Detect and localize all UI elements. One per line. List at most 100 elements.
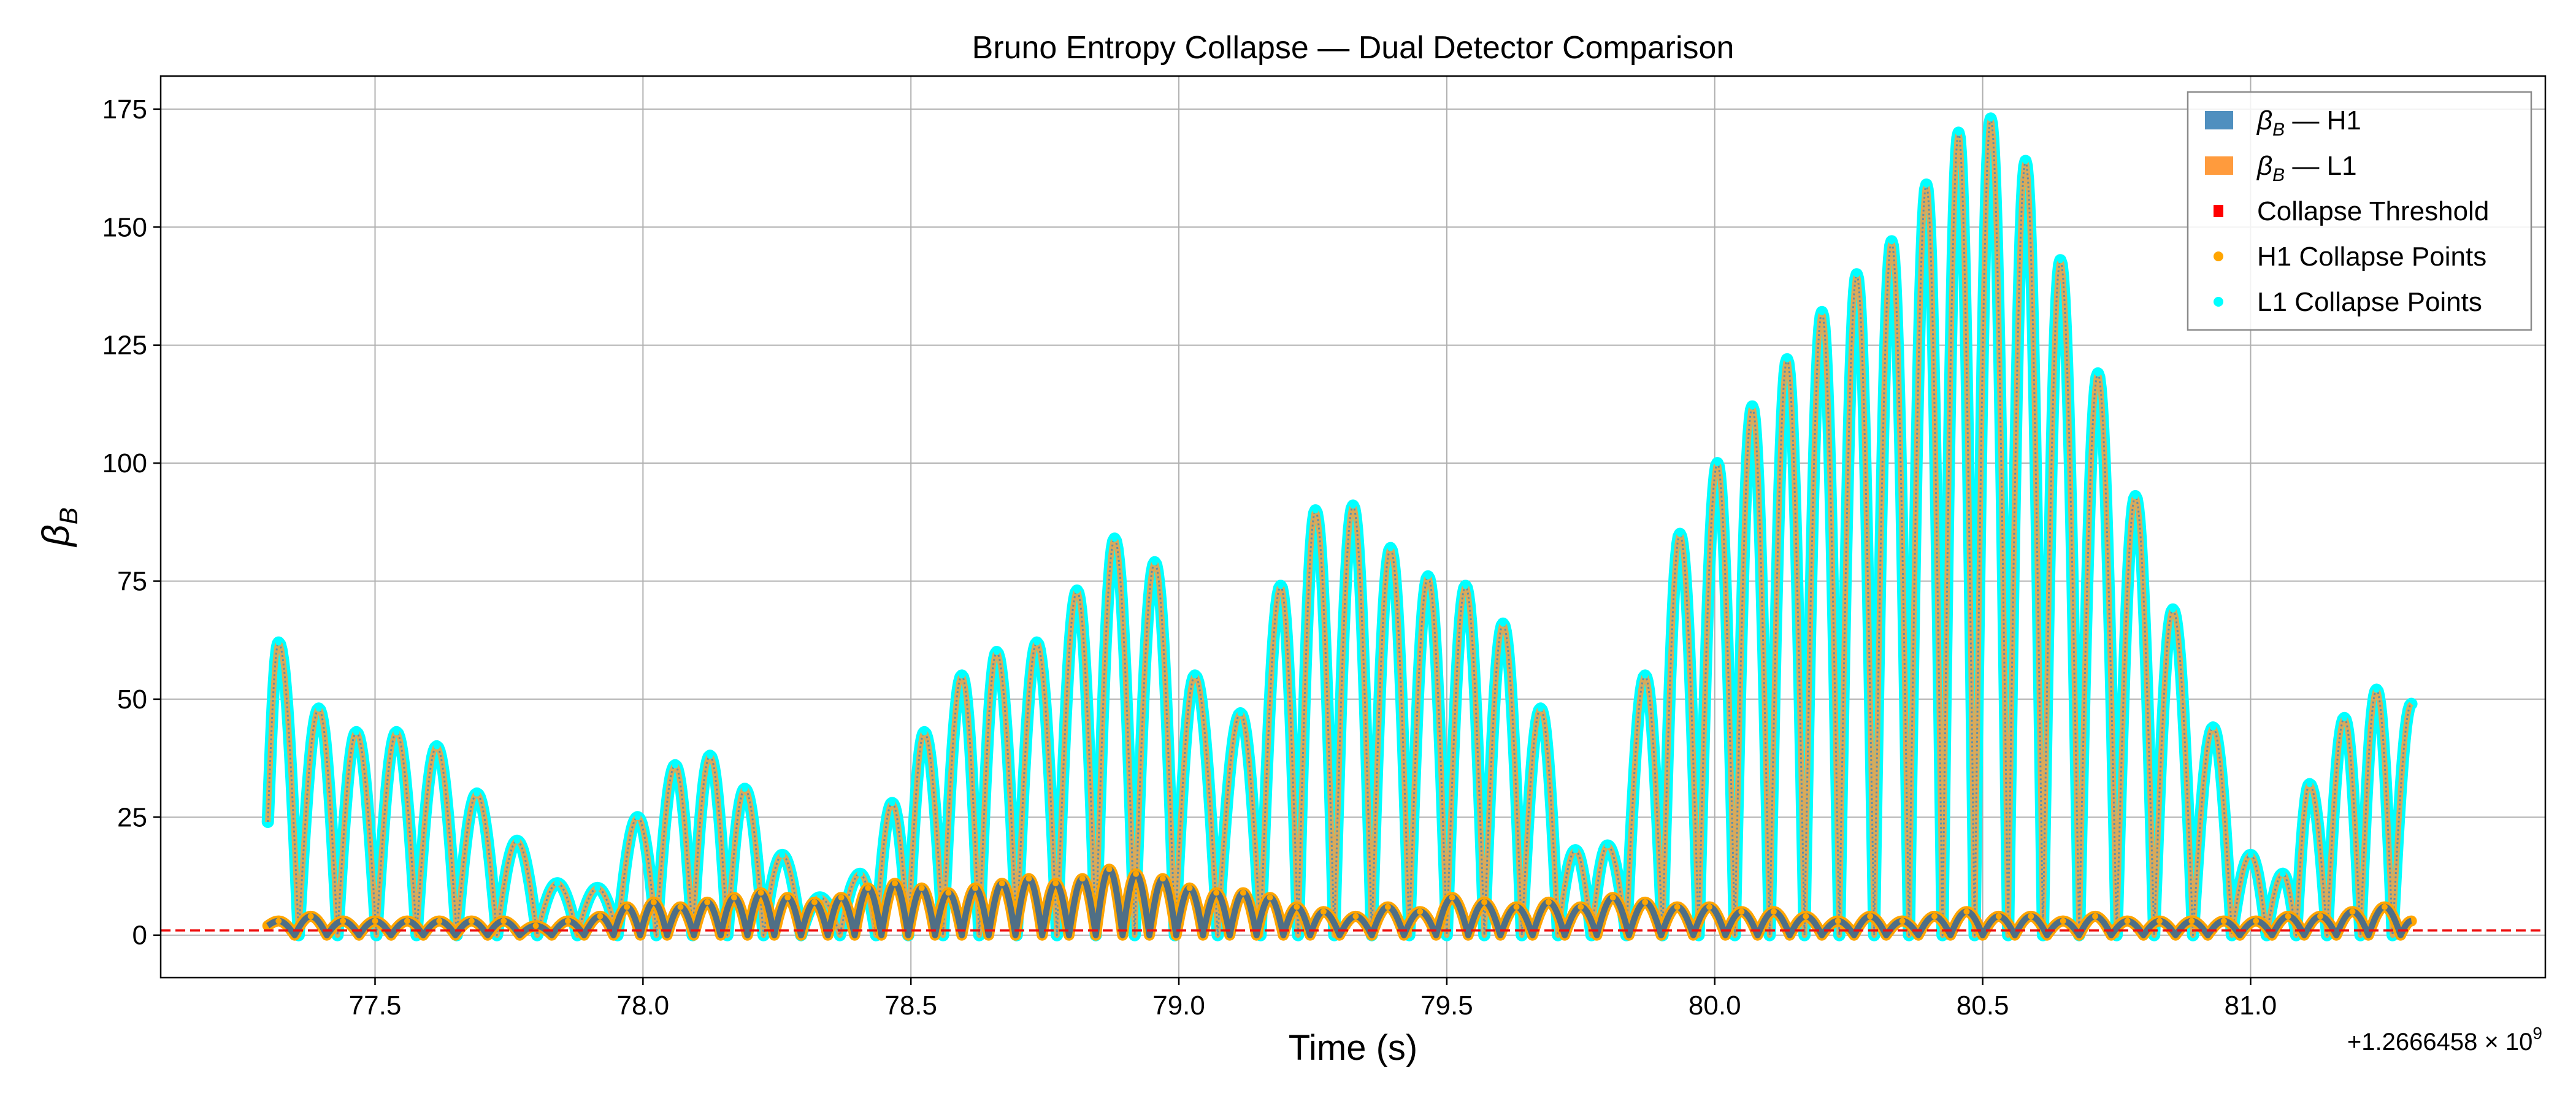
h1-peak-point bbox=[1320, 908, 1327, 915]
l1-peak-point bbox=[2057, 257, 2064, 264]
h1-peak-point bbox=[2124, 918, 2131, 924]
l1-peak-point bbox=[434, 743, 440, 749]
h1-peak-point bbox=[1213, 889, 1220, 896]
x-axis-offset-text: +1.2666458 × 109 bbox=[2347, 1024, 2542, 1056]
h1-peak-point bbox=[999, 880, 1005, 887]
l1-peak-point bbox=[514, 837, 520, 844]
h1-peak-point bbox=[340, 918, 347, 924]
l1-peak-point bbox=[742, 786, 748, 792]
h1-peak-point bbox=[1025, 875, 1032, 882]
l1-peak-point bbox=[1604, 842, 1611, 849]
h1-peak-point bbox=[1963, 908, 1970, 915]
x-tick-label: 78.5 bbox=[884, 991, 937, 1021]
h1-peak-point bbox=[275, 918, 282, 924]
legend-thr-label: Collapse Threshold bbox=[2257, 196, 2489, 226]
l1-peak-point bbox=[393, 729, 400, 735]
l1-peak-point bbox=[1819, 309, 1825, 315]
y-tick-label: 50 bbox=[117, 684, 147, 715]
h1-peak-point bbox=[532, 922, 539, 929]
h1-peak-point bbox=[972, 884, 978, 891]
h1-peak-point bbox=[1642, 899, 1649, 905]
h1-peak-point bbox=[784, 894, 791, 901]
l1-peak-point bbox=[779, 851, 786, 858]
y-tick-label: 0 bbox=[132, 921, 147, 951]
series-h1 bbox=[262, 864, 2417, 941]
h1-peak-point bbox=[2285, 913, 2291, 919]
h1-peak-point bbox=[1931, 913, 1938, 919]
y-tick-label: 150 bbox=[102, 212, 147, 242]
h1-peak-point bbox=[1079, 875, 1086, 882]
legend-thr-swatch bbox=[2214, 205, 2223, 217]
y-tick-label: 125 bbox=[102, 331, 147, 361]
h1-peak-point bbox=[1159, 875, 1166, 882]
h1-peak-point bbox=[1052, 880, 1059, 887]
l1-peak-point bbox=[1955, 129, 1962, 136]
l1-peak-point bbox=[672, 762, 678, 769]
h1-peak-point bbox=[1481, 899, 1488, 905]
l1-peak-point bbox=[1923, 182, 1930, 188]
h1-peak-point bbox=[650, 899, 657, 905]
y-axis-label: βB bbox=[35, 507, 83, 547]
l1-peak-point bbox=[1278, 583, 1284, 589]
y-tick-label: 100 bbox=[102, 448, 147, 478]
x-tick-label: 77.5 bbox=[349, 991, 402, 1021]
chart-title: Bruno Entropy Collapse — Dual Detector C… bbox=[972, 30, 1735, 66]
legend-h1-swatch bbox=[2205, 111, 2233, 129]
l1-peak-point bbox=[1987, 115, 1994, 122]
x-tick-label: 80.5 bbox=[1957, 991, 2009, 1021]
x-tick-label: 79.5 bbox=[1420, 991, 1473, 1021]
l1-peak-point bbox=[2279, 870, 2286, 877]
l1-peak-point bbox=[1237, 710, 1244, 716]
l1-peak-point bbox=[1350, 502, 1356, 509]
h1-peak-point bbox=[918, 884, 925, 891]
x-axis-label: Time (s) bbox=[1289, 1028, 1417, 1068]
h1-peak-point bbox=[1706, 903, 1712, 910]
legend: βB — H1 βB — L1 Collapse Threshold H1 Colla… bbox=[2187, 91, 2532, 331]
l1-peak-point bbox=[2132, 493, 2139, 499]
h1-peak-point bbox=[1240, 889, 1246, 896]
h1-peak-point bbox=[1770, 908, 1777, 915]
h1-peak-point bbox=[811, 899, 818, 905]
y-tick-label: 75 bbox=[117, 567, 147, 597]
h1-peak-point bbox=[307, 913, 314, 919]
l1-peak-point bbox=[1500, 620, 1506, 627]
l1-beta-core bbox=[267, 117, 2412, 937]
l1-peak-point bbox=[1462, 583, 1469, 589]
l1-peak-point bbox=[2095, 370, 2101, 377]
l1-peak-point bbox=[2373, 686, 2380, 693]
y-axis-label-sub: B bbox=[54, 507, 83, 524]
h1-peak-point bbox=[1738, 908, 1745, 915]
h1-peak-point bbox=[2028, 913, 2034, 919]
l1-beta-line bbox=[265, 115, 2413, 938]
h1-peak-point bbox=[1294, 903, 1300, 910]
y-axis-ticks: 0 25 50 75 100 125 150 175 bbox=[102, 94, 161, 951]
l1-peak-point bbox=[1537, 705, 1544, 712]
l1-peak-point bbox=[889, 800, 895, 807]
l1-peak-point bbox=[2210, 724, 2217, 731]
h1-peak-point bbox=[1545, 899, 1552, 905]
l1-peak-point bbox=[473, 790, 480, 797]
h1-peak-point bbox=[468, 918, 475, 924]
h1-peak-point bbox=[838, 894, 845, 901]
h1-peak-point bbox=[1417, 908, 1424, 915]
plot-data bbox=[161, 112, 2545, 941]
l1-peak-point bbox=[2247, 851, 2254, 858]
l1-peak-point bbox=[921, 729, 927, 735]
h1-peak-point bbox=[565, 918, 571, 924]
h1-peak-point bbox=[2188, 918, 2195, 924]
l1-peak-point bbox=[1033, 639, 1040, 646]
l1-peak-point bbox=[315, 705, 322, 712]
l1-peak-point bbox=[1888, 238, 1895, 245]
l1-peak-point bbox=[2169, 606, 2176, 613]
legend-l1-label: βB — L1 bbox=[2256, 151, 2357, 185]
h1-peak-point bbox=[1352, 913, 1359, 919]
h1-peak-point bbox=[1267, 894, 1273, 901]
l1-peak-point bbox=[1192, 672, 1198, 679]
h1-peak-point bbox=[677, 903, 684, 910]
l1-peak-point bbox=[1312, 507, 1319, 514]
offset-base: +1.2666458 × 10 bbox=[2347, 1029, 2533, 1056]
h1-peak-point bbox=[892, 880, 898, 887]
l1-peak-point bbox=[1853, 271, 1860, 278]
h1-peak-point bbox=[1867, 913, 1874, 919]
